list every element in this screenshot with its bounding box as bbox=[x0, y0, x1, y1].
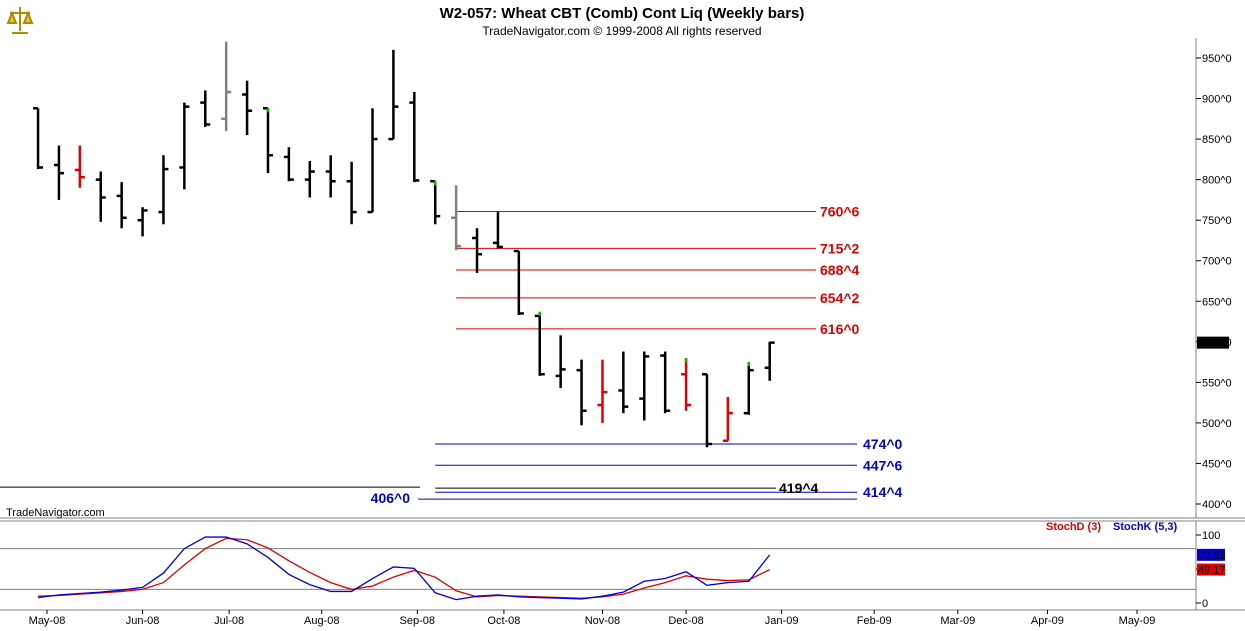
watermark: TradeNavigator.com bbox=[6, 507, 105, 519]
level-label-654-2: 654^2 bbox=[820, 290, 860, 306]
x-tick-label: May-09 bbox=[1119, 615, 1156, 627]
level-label-688-4: 688^4 bbox=[820, 262, 860, 278]
price-y-tick-label: 400^0 bbox=[1202, 499, 1232, 511]
stoch-legend: StochD (3) StochK (5,3) bbox=[1046, 521, 1178, 533]
x-tick-label: Jun-08 bbox=[126, 615, 160, 627]
legend-stoch-k: StochK (5,3) bbox=[1113, 521, 1178, 533]
x-tick-label: Apr-09 bbox=[1031, 615, 1064, 627]
scales-logo-icon bbox=[6, 7, 34, 34]
x-tick-label: Jul-08 bbox=[214, 615, 244, 627]
stoch-line-k bbox=[37, 536, 771, 601]
stoch-last-box bbox=[1197, 563, 1225, 576]
x-tick-label: Sep-08 bbox=[400, 615, 435, 627]
x-tick-label: Dec-08 bbox=[668, 615, 703, 627]
stoch-last-box bbox=[1197, 548, 1225, 561]
stoch-y-tick-label: 100 bbox=[1202, 530, 1220, 542]
x-tick-label: Oct-08 bbox=[487, 615, 520, 627]
price-y-tick-label: 800^0 bbox=[1202, 175, 1232, 187]
current-price-label: 599^0 bbox=[1198, 338, 1228, 350]
level-label-616-0: 616^0 bbox=[820, 321, 860, 337]
stoch-grid: 100500 bbox=[0, 530, 1220, 610]
x-tick-label: Nov-08 bbox=[585, 615, 620, 627]
price-y-tick-label: 950^0 bbox=[1202, 53, 1232, 65]
x-tick-label: Aug-08 bbox=[304, 615, 339, 627]
price-bars bbox=[33, 41, 775, 448]
level-label-760-6: 760^6 bbox=[820, 203, 860, 219]
left-annotation-label: 406^0 bbox=[371, 490, 411, 506]
current-price-box bbox=[1197, 336, 1229, 349]
x-axis-ticks: May-08 Jun-08 Jul-08 Aug-08 Sep-08 Oct-08 Nov-… bbox=[29, 610, 1156, 627]
x-tick-label: Feb-09 bbox=[857, 615, 892, 627]
chart-subtitle: TradeNavigator.com © 1999-2008 All right… bbox=[482, 24, 761, 38]
level-label-447-6: 447^6 bbox=[863, 457, 903, 473]
x-tick-label: Mar-09 bbox=[940, 615, 975, 627]
level-label-419-4: 419^4 bbox=[779, 480, 819, 496]
price-y-tick-label: 900^0 bbox=[1202, 94, 1232, 106]
price-y-tick-label: 450^0 bbox=[1202, 458, 1232, 470]
level-label-715-2: 715^2 bbox=[820, 240, 860, 256]
x-tick-label: May-08 bbox=[29, 615, 66, 627]
stoch-last-label: 49.17 bbox=[1198, 565, 1226, 577]
price-y-tick-label: 750^0 bbox=[1202, 215, 1232, 227]
price-y-tick-label: 650^0 bbox=[1202, 296, 1232, 308]
level-label-414-4: 414^4 bbox=[863, 484, 903, 500]
price-y-tick-label: 700^0 bbox=[1202, 256, 1232, 268]
x-tick-label: Jan-09 bbox=[765, 615, 799, 627]
stoch-y-tick-label: 0 bbox=[1202, 598, 1208, 610]
current-price-marker: 599^0 bbox=[1197, 336, 1229, 350]
stoch-lines: 49.17 70.81 bbox=[37, 536, 1226, 601]
price-y-tick-label: 550^0 bbox=[1202, 377, 1232, 389]
stoch-line-d bbox=[38, 537, 770, 599]
price-y-tick-label: 500^0 bbox=[1202, 418, 1232, 430]
legend-stoch-d: StochD (3) bbox=[1046, 521, 1101, 533]
price-levels: 760^6 715^2 688^4 654^2 616^0 474^0 447^6 414^4… bbox=[0, 203, 903, 506]
price-y-ticks: 950^0900^0850^0800^0750^0700^0650^0600^0… bbox=[1196, 53, 1232, 511]
stoch-last-label: 70.81 bbox=[1198, 550, 1226, 562]
chart-title: W2-057: Wheat CBT (Comb) Cont Liq (Weekl… bbox=[440, 5, 805, 22]
price-y-tick-label: 850^0 bbox=[1202, 134, 1232, 146]
level-label-474-0: 474^0 bbox=[863, 436, 903, 452]
